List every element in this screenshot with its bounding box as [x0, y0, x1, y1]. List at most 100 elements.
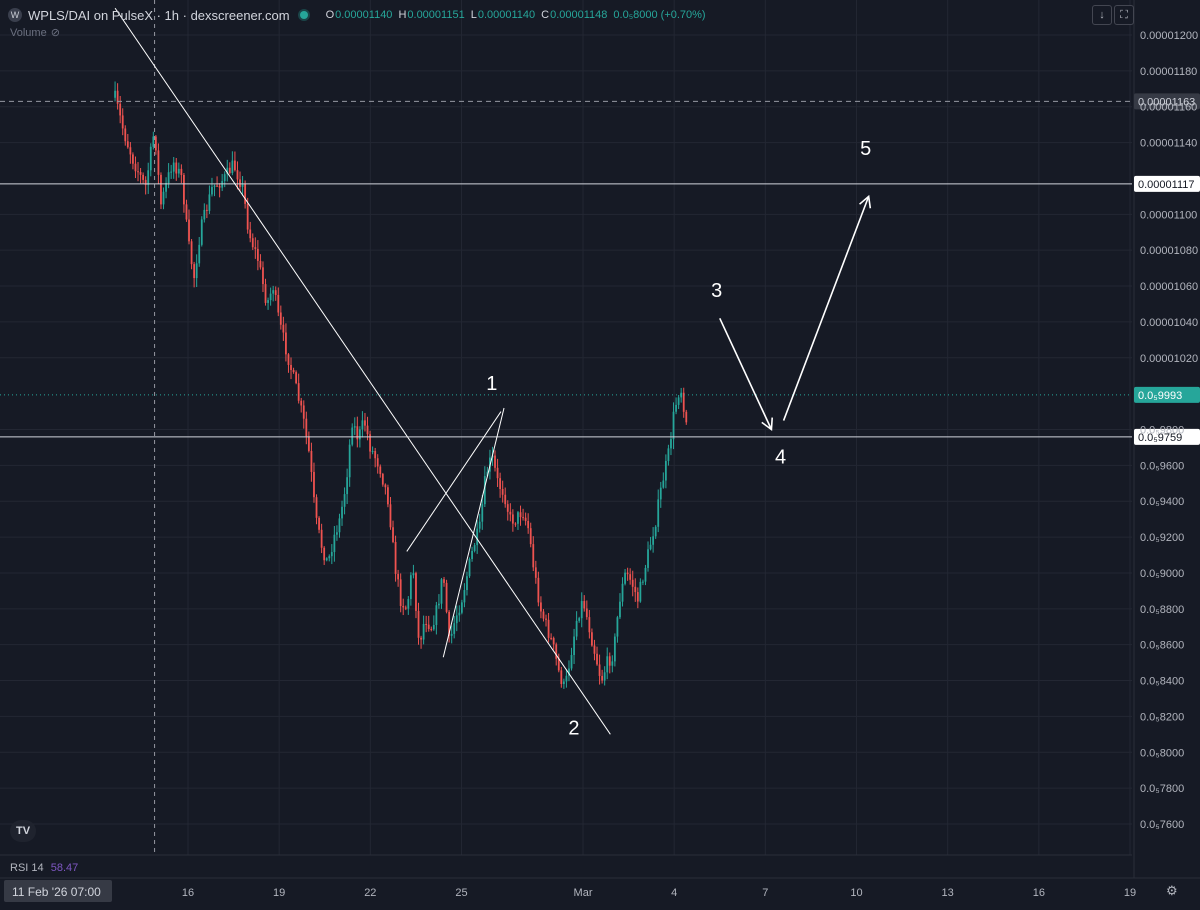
- ohlc-low-value: 0.00001140: [477, 9, 536, 21]
- arrow-line: [782, 196, 870, 421]
- price-tick-label: 0.00001080: [1140, 245, 1198, 257]
- ohlc-close-value: 0.00001148: [550, 9, 608, 21]
- price-tick-label: 0.0₅9400: [1140, 496, 1184, 508]
- candle-body: [259, 260, 262, 268]
- candle-body: [157, 150, 160, 175]
- candle-body: [540, 602, 542, 612]
- candle-body: [154, 136, 157, 151]
- candle-body: [448, 611, 451, 636]
- candle-body: [532, 544, 535, 568]
- candle-body: [320, 529, 323, 548]
- candle-body: [132, 154, 134, 164]
- price-marker-box: [1134, 175, 1200, 192]
- candle-body: [596, 653, 598, 665]
- candle-body: [514, 523, 517, 525]
- candle-body: [591, 632, 593, 646]
- candle-body: [264, 284, 267, 303]
- tradingview-logo-icon[interactable]: TV: [10, 820, 36, 842]
- candle-body: [338, 518, 341, 533]
- gear-icon[interactable]: ⚙: [1166, 883, 1178, 898]
- candle-body: [387, 487, 389, 505]
- candle-body: [629, 574, 632, 580]
- price-tick-label: 0.0₅8000: [1140, 747, 1184, 759]
- candle-body: [603, 672, 606, 681]
- time-tick-label: 25: [455, 887, 467, 899]
- candle-body: [573, 636, 575, 655]
- candle-body: [256, 248, 259, 261]
- candle-body: [496, 467, 499, 479]
- candle-body: [560, 670, 563, 685]
- candle-body: [313, 471, 315, 498]
- candle-body: [483, 476, 486, 505]
- candle-body: [172, 162, 175, 172]
- candle-body: [568, 668, 570, 676]
- candle-body: [193, 264, 196, 279]
- candle-body: [425, 623, 428, 625]
- candle-body: [336, 532, 338, 535]
- candle-body: [608, 656, 611, 666]
- candle-body: [639, 581, 642, 602]
- candle-body: [631, 579, 634, 587]
- candle-body: [644, 567, 647, 582]
- candle-body: [585, 608, 588, 618]
- chart-header: W WPLS/DAI on PulseX · 1h · dexscreener.…: [8, 6, 706, 24]
- candle-body: [203, 209, 206, 220]
- candle-body: [670, 439, 672, 449]
- candle-body: [236, 170, 239, 180]
- time-axis[interactable]: 16 19 22 25 Mar 4 7 10 13 16 19 11 Feb '26 07:00: [4, 880, 1136, 902]
- candle-body: [325, 558, 328, 561]
- candle-body: [361, 420, 364, 430]
- candle-body: [682, 392, 685, 412]
- price-marker-label: 0.0₅9993: [1138, 390, 1182, 402]
- candle-body: [267, 300, 269, 303]
- chart-title[interactable]: WPLS/DAI on PulseX · 1h · dexscreener.co…: [28, 7, 290, 23]
- ohlc-open-value: 0.00001140: [335, 9, 393, 21]
- eye-hidden-icon[interactable]: ⊘: [50, 27, 60, 39]
- fullscreen-button[interactable]: ⛶: [1114, 5, 1134, 25]
- download-button[interactable]: ↓: [1092, 5, 1112, 25]
- arrow-head: [859, 194, 872, 209]
- candle-body: [241, 183, 244, 187]
- candle-body: [534, 567, 537, 578]
- time-tick-label: 10: [850, 887, 862, 899]
- candle-body: [295, 372, 298, 384]
- price-axis[interactable]: 0.00001163 0.00001117 0.0₅9993 0.0₅9759 0.00…: [1134, 30, 1200, 831]
- candle-body: [420, 637, 422, 640]
- volume-indicator-label[interactable]: Volume ⊘: [10, 26, 60, 39]
- wave-label: 4: [775, 447, 786, 469]
- candle-body: [537, 577, 540, 603]
- rsi-indicator-label[interactable]: RSI 14 58.47: [10, 862, 78, 874]
- candle-body: [290, 364, 292, 370]
- candle-body: [636, 592, 639, 602]
- candle-body: [621, 583, 624, 602]
- candle-body: [412, 573, 415, 576]
- candle-body: [307, 436, 310, 451]
- candle-body: [624, 572, 626, 584]
- candle-body: [149, 146, 152, 171]
- candle-body: [116, 90, 119, 104]
- candle-body: [285, 332, 287, 355]
- candle-body: [228, 167, 231, 174]
- candle-body: [376, 458, 379, 467]
- candle-body: [221, 181, 224, 188]
- candle-body: [404, 607, 407, 609]
- candle-body: [364, 420, 366, 426]
- candle-body: [341, 506, 343, 519]
- candle-body: [333, 534, 336, 553]
- candle-body: [463, 590, 466, 603]
- candle-body: [177, 168, 180, 174]
- price-tick-label: 0.0₅8200: [1140, 711, 1184, 723]
- wave-label: 5: [860, 138, 871, 160]
- arrow-line: [719, 317, 773, 430]
- candle-body: [231, 160, 234, 174]
- price-tick-label: 0.0₅7600: [1140, 819, 1184, 831]
- candle-body: [685, 411, 688, 423]
- candle-body: [611, 661, 614, 666]
- candle-body: [659, 487, 662, 500]
- price-tick-label: 0.0₅7800: [1140, 783, 1184, 795]
- price-tick-label: 0.0₅9800: [1140, 425, 1184, 437]
- ohlc-high-value: 0.00001151: [407, 9, 465, 21]
- wave-label: 2: [568, 717, 579, 739]
- user-drawings[interactable]: 1 2 3 4 5: [114, 7, 872, 739]
